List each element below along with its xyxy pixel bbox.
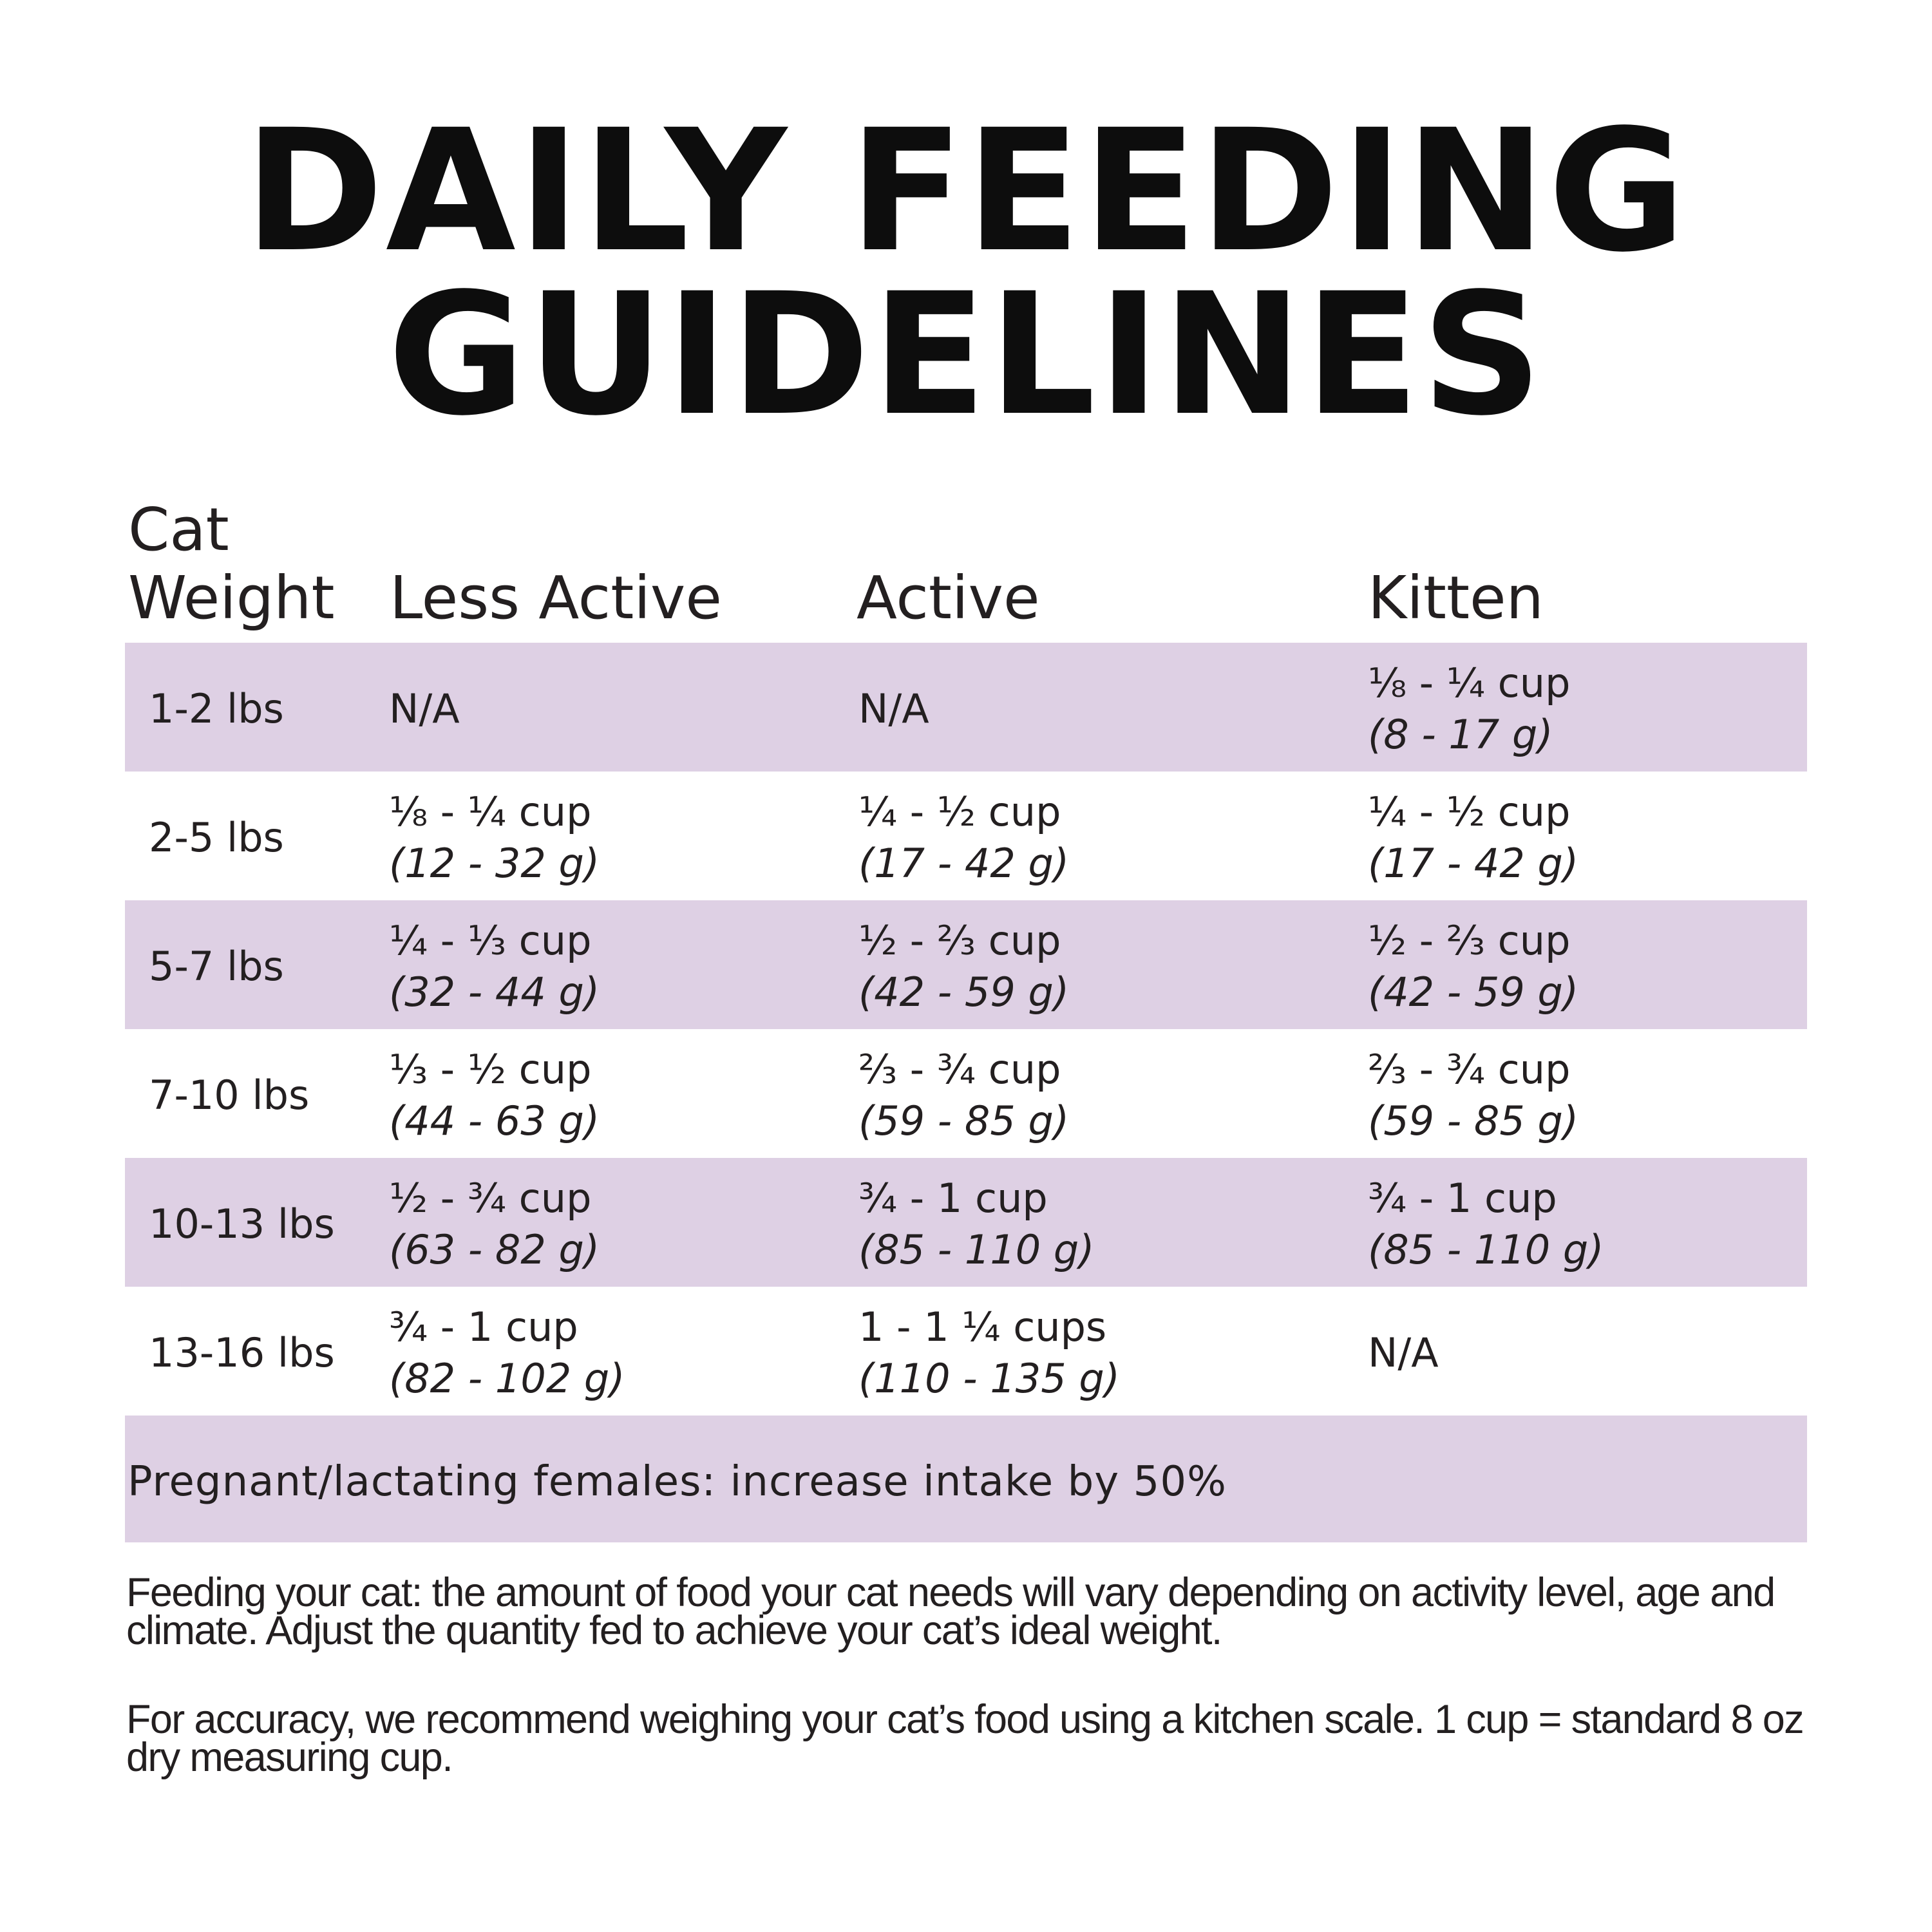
table-row: 1-2 lbs N/A N/A ⅛ - ¼ cup (8 - 17 g)	[125, 643, 1807, 772]
page-title: DAILY FEEDING GUIDELINES	[0, 108, 1932, 439]
cell-cat-weight: 1-2 lbs	[149, 685, 284, 732]
feeding-note-paragraph: Feeding your cat: the amount of food you…	[126, 1570, 1776, 1653]
cell-cat-weight: 10-13 lbs	[149, 1200, 335, 1247]
column-header-cat-weight: Cat Weight	[128, 495, 335, 632]
cell-less-active: ⅓ - ½ cup (44 - 63 g)	[389, 1045, 600, 1144]
cell-less-active: N/A	[389, 685, 460, 732]
cell-active: ¼ - ½ cup (17 - 42 g)	[858, 788, 1070, 887]
page-title-line2: GUIDELINES	[387, 257, 1545, 453]
feeding-guidelines-table: 1-2 lbs N/A N/A ⅛ - ¼ cup (8 - 17 g) 2-5 …	[125, 643, 1807, 1416]
accuracy-note-paragraph: For accuracy, we recommend weighing your…	[126, 1697, 1804, 1780]
page-title-line1: DAILY FEEDING	[244, 93, 1688, 289]
column-header-less-active: Less Active	[390, 564, 722, 632]
cell-kitten: ⅔ - ¾ cup (59 - 85 g)	[1368, 1045, 1579, 1144]
cell-kitten: ⅛ - ¼ cup (8 - 17 g)	[1368, 659, 1571, 758]
column-header-active: Active	[857, 564, 1040, 632]
cell-cat-weight: 13-16 lbs	[149, 1329, 335, 1376]
table-row: 10-13 lbs ½ - ¾ cup (63 - 82 g) ¾ - 1 cup…	[125, 1158, 1807, 1287]
table-row: 7-10 lbs ⅓ - ½ cup (44 - 63 g) ⅔ - ¾ cup(…	[125, 1029, 1807, 1158]
pregnant-note-band: Pregnant/lactating females: increase int…	[125, 1416, 1807, 1542]
cell-cat-weight: 5-7 lbs	[149, 942, 284, 990]
table-row: 5-7 lbs ¼ - ⅓ cup (32 - 44 g) ½ - ⅔ cup (4…	[125, 900, 1807, 1029]
cell-cat-weight: 7-10 lbs	[149, 1071, 310, 1119]
column-header-kitten: Kitten	[1368, 564, 1544, 632]
cell-active: ½ - ⅔ cup (42 - 59 g)	[858, 916, 1070, 1016]
cell-kitten: ¾ - 1 cup (85 - 110 g)	[1368, 1174, 1604, 1273]
table-row: 2-5 lbs ⅛ - ¼ cup (12 - 32 g) ¼ - ½ cup (1…	[125, 772, 1807, 900]
cell-active: ⅔ - ¾ cup (59 - 85 g)	[858, 1045, 1070, 1144]
cell-less-active: ⅛ - ¼ cup (12 - 32 g)	[389, 788, 600, 887]
table-row: 13-16 lbs ¾ - 1 cup (82 - 102 g) 1 - 1 ¼ …	[125, 1287, 1807, 1416]
cell-cat-weight: 2-5 lbs	[149, 813, 284, 861]
cell-less-active: ½ - ¾ cup (63 - 82 g)	[389, 1174, 600, 1273]
cell-less-active: ¼ - ⅓ cup (32 - 44 g)	[389, 916, 600, 1016]
cell-active: 1 - 1 ¼ cups (110 - 135 g)	[858, 1303, 1120, 1402]
cell-active: N/A	[858, 685, 929, 732]
cell-kitten: N/A	[1368, 1329, 1439, 1376]
pregnant-note-text: Pregnant/lactating females: increase int…	[128, 1457, 1227, 1506]
cell-kitten: ¼ - ½ cup (17 - 42 g)	[1368, 788, 1579, 887]
cell-less-active: ¾ - 1 cup (82 - 102 g)	[389, 1303, 625, 1402]
cell-active: ¾ - 1 cup (85 - 110 g)	[858, 1174, 1095, 1273]
cell-kitten: ½ - ⅔ cup (42 - 59 g)	[1368, 916, 1579, 1016]
